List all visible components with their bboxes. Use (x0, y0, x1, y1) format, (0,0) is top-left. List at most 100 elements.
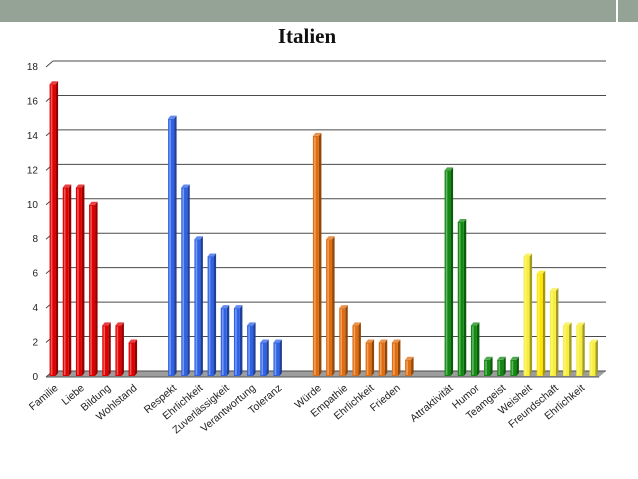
bar-top (365, 339, 375, 343)
bar-highlight (393, 343, 395, 375)
bar (312, 135, 319, 376)
bar-top (563, 322, 572, 326)
bar (391, 342, 398, 376)
bar-side (503, 356, 506, 376)
bar-top (62, 184, 72, 188)
bar-side (582, 322, 585, 376)
bar-highlight (564, 326, 566, 375)
bar (247, 325, 254, 376)
bar-side (411, 356, 414, 376)
bar-highlight (77, 188, 79, 375)
bar (75, 187, 82, 376)
bar-top (273, 339, 282, 343)
bar-highlight (485, 360, 487, 375)
bar-side (68, 184, 72, 376)
bar-side (121, 322, 124, 376)
bar (49, 84, 56, 376)
bar-top (49, 81, 59, 85)
bar-side (187, 184, 190, 376)
bar-top (207, 253, 217, 257)
bar-side (463, 219, 467, 376)
bar-top (444, 167, 454, 171)
bar-highlight (498, 360, 501, 375)
bar-side (490, 356, 493, 376)
bar-top (589, 339, 598, 343)
bar-top (220, 305, 230, 309)
bar-side (134, 339, 138, 376)
bar (549, 290, 556, 376)
bar-highlight (169, 119, 171, 376)
bar-side (384, 339, 388, 376)
bar-highlight (524, 257, 527, 375)
bar (484, 359, 491, 376)
bar (589, 342, 596, 376)
bar (220, 308, 227, 376)
bar-side (279, 339, 282, 376)
bar (405, 359, 412, 376)
bar-side (108, 322, 111, 376)
bar-side (253, 322, 256, 376)
bar-top (470, 322, 480, 326)
bar (510, 359, 517, 376)
bar (470, 325, 477, 376)
bar-top (326, 236, 335, 240)
bar-side (397, 339, 401, 376)
top-band-notch (616, 0, 618, 22)
bar-top (128, 339, 138, 343)
bar-top (405, 356, 414, 360)
y-tick-label: 14 (27, 131, 39, 142)
bar-side (476, 322, 480, 376)
bar-top (75, 184, 85, 188)
y-tick-label: 2 (32, 338, 38, 349)
bar (536, 273, 543, 376)
bar-side (371, 339, 375, 376)
y-tick-label: 8 (32, 234, 38, 245)
bar-highlight (353, 326, 356, 375)
bar-top (115, 322, 124, 326)
bar-side (266, 339, 269, 376)
bar (128, 342, 135, 376)
bar (576, 325, 583, 376)
bar (207, 256, 214, 376)
y-tick-label: 10 (27, 200, 39, 211)
bar-side (569, 322, 572, 376)
bar (365, 342, 372, 376)
category-label: Frieden (368, 382, 403, 414)
y-tick-label: 18 (27, 62, 39, 73)
bar (260, 342, 267, 376)
bar (457, 222, 464, 376)
bar-top (102, 322, 111, 326)
bar-side (55, 81, 59, 376)
bar-top (576, 322, 585, 326)
bar (497, 359, 504, 376)
bar-side (542, 270, 546, 376)
bar-highlight (208, 257, 211, 375)
bar (194, 239, 201, 376)
bar-top (510, 356, 519, 360)
bar (62, 187, 69, 376)
bar-top (339, 305, 348, 309)
bar-side (345, 305, 348, 376)
bar-highlight (340, 309, 343, 375)
category-label: Attraktivität (408, 382, 456, 425)
bar (168, 118, 175, 377)
bar-highlight (90, 205, 92, 375)
bar-side (358, 322, 361, 376)
bar-side (95, 201, 98, 376)
y-tick-label: 0 (32, 372, 38, 383)
bar-highlight (472, 326, 474, 375)
bar-highlight (551, 291, 553, 375)
bar-side (239, 305, 243, 376)
bar-side (529, 253, 533, 376)
bar-top (233, 305, 243, 309)
bar-side (200, 236, 203, 376)
bar-highlight (590, 343, 593, 375)
bar-side (81, 184, 85, 376)
bar-side (595, 339, 598, 376)
y-tick-label: 4 (32, 303, 38, 314)
y-tick-label: 12 (27, 165, 39, 176)
bar-highlight (379, 343, 382, 375)
bar-highlight (458, 223, 461, 375)
bar-highlight (314, 136, 316, 375)
